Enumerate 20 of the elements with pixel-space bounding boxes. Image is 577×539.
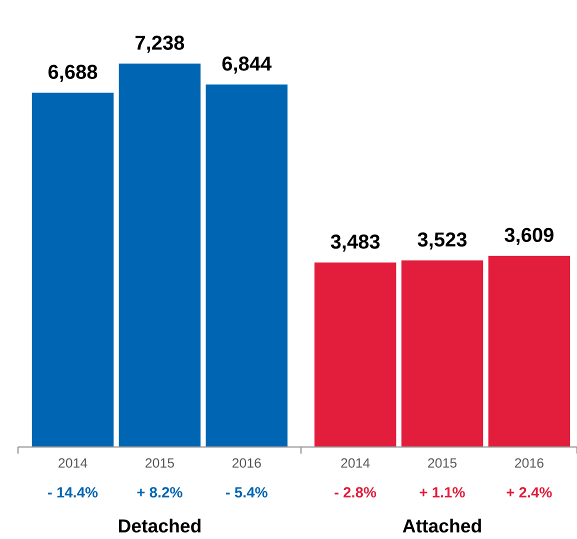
data-label: 6,688 — [48, 64, 98, 82]
text: Attached — [402, 518, 481, 533]
x-tick-label: 2014 — [58, 458, 88, 468]
data-label: 6,844 — [222, 56, 272, 74]
x-tick-label: 2015 — [146, 458, 174, 468]
x-tick-label: 2014 — [341, 458, 370, 468]
data-label: 3,523 — [418, 232, 467, 250]
text: + 8.2% — [137, 487, 182, 498]
text: - 14.4% — [48, 487, 98, 498]
data-label: 3,483 — [330, 234, 380, 252]
text: - 5.4% — [226, 487, 268, 498]
text: + 1.1% — [420, 487, 465, 498]
data-label: 3,609 — [504, 228, 554, 245]
x-tick-label: 2015 — [428, 458, 457, 468]
x-tick-label: 2016 — [515, 458, 544, 468]
x-tick-label: 2016 — [232, 458, 261, 468]
text: Detached — [118, 518, 200, 533]
text: - 2.8% — [334, 487, 376, 498]
data-label: 7,238 — [136, 36, 184, 53]
text: + 2.4% — [506, 487, 552, 498]
